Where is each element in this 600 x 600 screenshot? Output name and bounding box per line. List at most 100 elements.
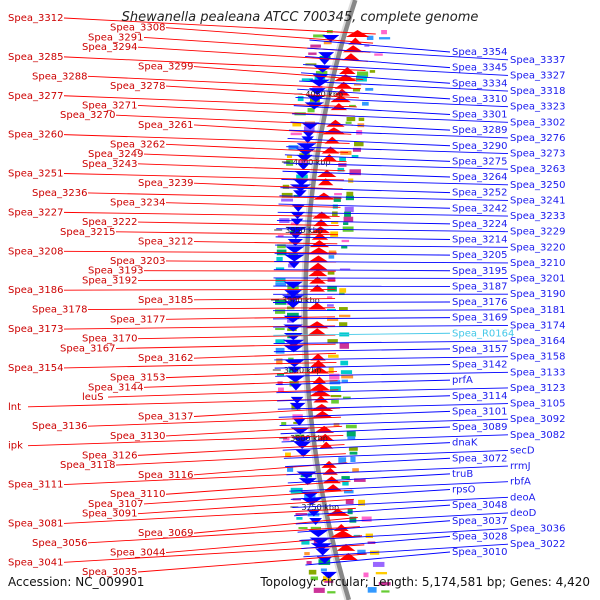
feature-track-block bbox=[328, 367, 334, 374]
label-connector-left bbox=[137, 553, 367, 573]
gene-label-left: Spea_3227 bbox=[8, 207, 63, 218]
feature-track-block bbox=[275, 309, 286, 314]
gene-label-right: Spea_3290 bbox=[452, 141, 507, 152]
feature-track-block bbox=[323, 40, 332, 45]
label-connector-left bbox=[63, 17, 376, 35]
reverse-gene-arrow bbox=[301, 136, 314, 144]
label-connector-right bbox=[301, 72, 451, 84]
gene-label-left: Spea_3081 bbox=[8, 518, 63, 529]
map-title: Shewanella pealeana ATCC 700345, complet… bbox=[121, 10, 479, 25]
gene-label-right: Spea_3082 bbox=[510, 430, 565, 441]
reverse-gene-arrow bbox=[296, 154, 313, 162]
feature-track-block bbox=[351, 154, 359, 159]
gene-label-left: Spea_3277 bbox=[8, 91, 63, 102]
gene-label-right: Spea_3176 bbox=[452, 297, 507, 308]
forward-gene-arrow bbox=[313, 219, 329, 227]
feature-track-block bbox=[282, 437, 290, 441]
gene-label-left: Spea_3215 bbox=[60, 227, 115, 238]
label-connector-left bbox=[165, 371, 338, 379]
gene-label-left: Spea_3170 bbox=[82, 334, 137, 345]
forward-gene-arrow bbox=[309, 383, 330, 391]
label-connector-right bbox=[279, 195, 509, 201]
feature-track-block bbox=[313, 587, 325, 593]
feature-track-block bbox=[313, 34, 325, 38]
gene-label-right: Spea_3169 bbox=[452, 313, 507, 324]
gene-label-right: Spea_3072 bbox=[452, 453, 507, 464]
label-connector-left bbox=[165, 202, 341, 208]
feature-track-block bbox=[308, 52, 317, 55]
gene-label-right: deoA bbox=[510, 492, 536, 503]
feature-track-block bbox=[328, 354, 339, 358]
gene-label-left: Spea_3260 bbox=[8, 130, 63, 141]
label-connector-left bbox=[193, 182, 343, 190]
gene-label-right: Spea_3133 bbox=[510, 367, 565, 378]
label-connector-right bbox=[274, 252, 451, 256]
label-connector-left bbox=[143, 489, 353, 505]
gene-label-right: Spea_3302 bbox=[510, 117, 565, 128]
feature-track-block bbox=[298, 160, 308, 164]
feature-track-block bbox=[345, 499, 354, 505]
ruler-label: 3850 kbp bbox=[284, 366, 322, 375]
feature-track-block bbox=[354, 478, 366, 482]
feature-track-block bbox=[329, 373, 340, 380]
feature-track-block bbox=[275, 327, 285, 331]
label-connector-right bbox=[286, 465, 509, 476]
forward-gene-arrow bbox=[312, 211, 332, 219]
feature-track-block bbox=[327, 304, 334, 307]
reverse-gene-arrow bbox=[296, 471, 317, 479]
label-connector-left bbox=[137, 334, 336, 340]
forward-gene-arrow bbox=[314, 425, 335, 433]
label-connector-left bbox=[87, 307, 336, 311]
label-connector-left bbox=[87, 192, 342, 199]
reverse-gene-arrow bbox=[287, 238, 304, 246]
gene-label-right: Spea_3010 bbox=[452, 547, 507, 558]
gene-label-right: Spea_3233 bbox=[510, 211, 565, 222]
label-connector-left bbox=[193, 352, 336, 359]
feature-track-block bbox=[306, 561, 312, 565]
gene-label-right: Spea_3190 bbox=[510, 289, 565, 300]
gene-label-left: Spea_3271 bbox=[82, 100, 137, 111]
gene-label-right: Spea_3337 bbox=[510, 55, 565, 66]
gene-label-left: Spea_3203 bbox=[110, 256, 165, 267]
label-connector-right bbox=[303, 64, 509, 76]
gene-label-left: Spea_3153 bbox=[110, 373, 165, 384]
feature-track-block bbox=[275, 267, 285, 270]
gene-label-left: Spea_3118 bbox=[60, 460, 115, 471]
forward-gene-arrow bbox=[308, 262, 328, 270]
gene-label-left: Spea_3056 bbox=[32, 538, 87, 549]
feature-track-block bbox=[324, 580, 334, 583]
gene-label-right: dnaK bbox=[452, 438, 478, 449]
feature-track-block bbox=[339, 314, 351, 318]
gene-label-left: Spea_3193 bbox=[88, 266, 143, 277]
forward-gene-arrow bbox=[342, 53, 360, 61]
gene-label-left: Spea_3041 bbox=[8, 557, 63, 568]
feature-track-block bbox=[343, 489, 354, 494]
gene-label-left: Spea_3186 bbox=[8, 285, 63, 296]
feature-track-block bbox=[372, 561, 385, 567]
label-connector-left bbox=[63, 250, 337, 254]
gene-label-right: Spea_3123 bbox=[510, 383, 565, 394]
gene-label-left: Spea_3222 bbox=[82, 217, 137, 228]
feature-track-block bbox=[338, 457, 347, 464]
reverse-gene-arrow bbox=[300, 497, 323, 505]
feature-track-block bbox=[310, 576, 319, 581]
feature-track-block bbox=[332, 211, 338, 217]
reverse-gene-arrow bbox=[287, 366, 302, 374]
feature-track-block bbox=[352, 87, 361, 92]
label-connector-left bbox=[63, 173, 344, 181]
forward-gene-arrow bbox=[317, 170, 337, 178]
label-connector-right bbox=[289, 481, 509, 492]
label-connector-right bbox=[273, 317, 451, 320]
feature-track-block bbox=[365, 87, 374, 91]
feature-track-block bbox=[366, 35, 374, 40]
feature-track-block bbox=[339, 322, 348, 327]
feature-track-block bbox=[327, 591, 336, 594]
feature-track-block bbox=[333, 196, 341, 202]
feature-track-block bbox=[374, 53, 383, 56]
reverse-gene-arrow bbox=[313, 65, 332, 73]
label-connector-right bbox=[287, 137, 451, 147]
gene-label-right: Spea_3229 bbox=[510, 227, 565, 238]
gene-label-right: Spea_3252 bbox=[452, 188, 507, 199]
reverse-gene-arrow bbox=[295, 148, 316, 156]
feature-track-block bbox=[341, 239, 350, 243]
